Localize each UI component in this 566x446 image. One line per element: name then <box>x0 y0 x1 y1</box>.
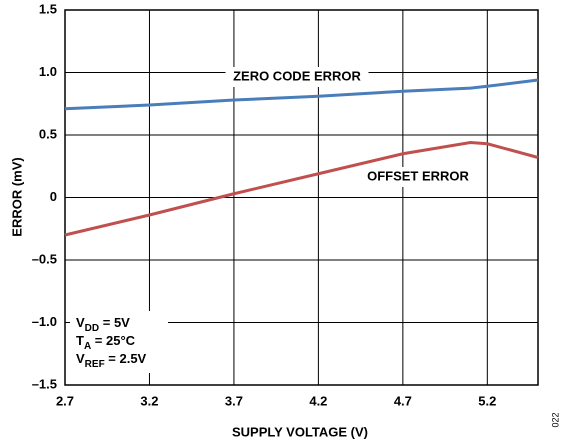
condition: VDD = 5V <box>76 315 130 333</box>
condition-sub: REF <box>85 359 105 370</box>
y-tick-label: 1.5 <box>39 1 57 16</box>
label-background <box>360 167 476 187</box>
y-tick-label: 1.0 <box>39 64 57 79</box>
condition-sub: DD <box>85 323 99 334</box>
condition: TA = 25°C <box>76 333 136 351</box>
condition-rest: = 5V <box>99 315 130 330</box>
series-line <box>64 140 539 237</box>
x-tick-label: 5.2 <box>478 393 496 408</box>
y-tick-label: 0.5 <box>39 126 57 141</box>
x-tick-label: 4.7 <box>394 393 412 408</box>
x-tick-label: 3.7 <box>225 393 243 408</box>
y-tick-label: –0.5 <box>32 251 57 266</box>
condition-rest: = 25°C <box>91 333 135 348</box>
series-label: OFFSET ERROR <box>367 168 469 183</box>
y-tick-label: –1.5 <box>32 376 57 391</box>
condition-rest: = 2.5V <box>105 351 147 366</box>
x-axis-label: SUPPLY VOLTAGE (V) <box>232 424 368 439</box>
condition-main: V <box>76 351 85 366</box>
plot-frame <box>64 9 539 386</box>
x-tick-label: 2.7 <box>56 393 74 408</box>
y-axis-label: ERROR (mV) <box>9 157 24 236</box>
series-label: ZERO CODE ERROR <box>233 68 361 83</box>
condition: VREF = 2.5V <box>76 351 147 369</box>
condition-sub: A <box>84 341 91 352</box>
series-line <box>64 78 539 111</box>
y-tick-label: 0 <box>50 189 57 204</box>
conditions-background <box>70 311 168 373</box>
figure-number: 022 <box>550 412 560 427</box>
y-tick-label: –1.0 <box>32 314 57 329</box>
x-tick-label: 3.2 <box>140 393 158 408</box>
label-background <box>225 67 369 87</box>
condition-main: T <box>76 333 84 348</box>
condition-main: V <box>76 315 85 330</box>
x-tick-label: 4.2 <box>309 393 327 408</box>
